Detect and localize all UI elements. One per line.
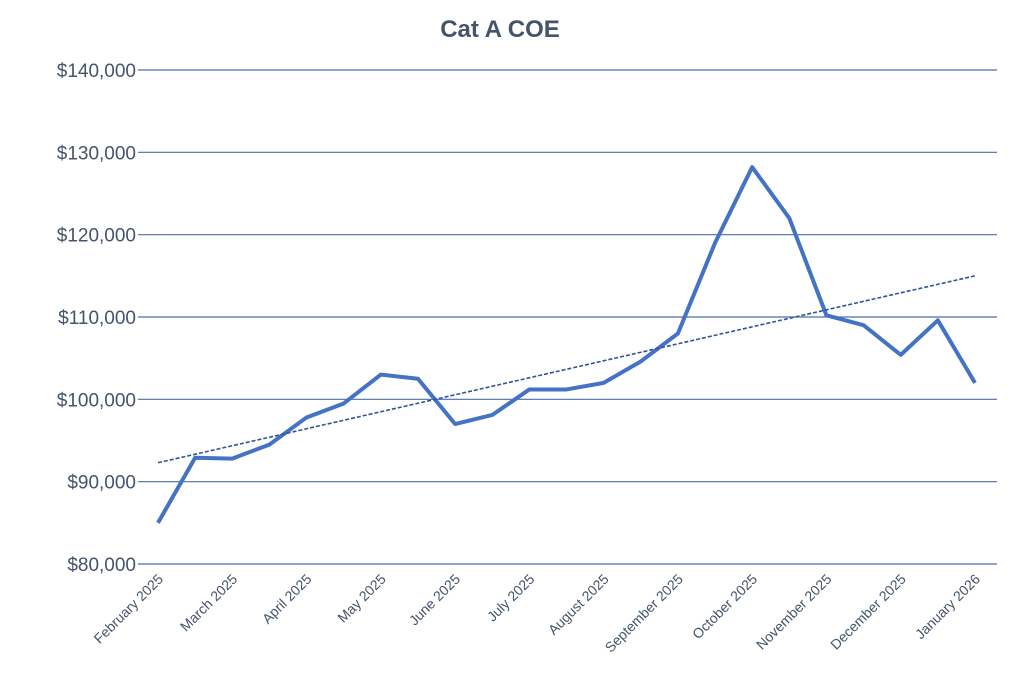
chart-title: Cat A COE (440, 16, 560, 43)
x-tick-label: May 2025 (334, 571, 389, 626)
y-tick-label: $100,000 (57, 390, 136, 411)
y-tick-label: $130,000 (57, 143, 136, 164)
x-tick-label: December 2025 (827, 571, 909, 653)
y-tick-label: $140,000 (57, 61, 136, 82)
x-tick-label: January 2026 (912, 571, 983, 642)
y-tick-label: $90,000 (67, 473, 136, 494)
y-tick-label: $110,000 (58, 308, 136, 329)
x-tick-label: November 2025 (753, 571, 835, 653)
x-tick-label: July 2025 (484, 571, 538, 625)
y-tick-label: $120,000 (57, 226, 136, 247)
y-tick-label: $80,000 (67, 555, 136, 576)
x-tick-label: September 2025 (602, 571, 687, 656)
x-tick-label: March 2025 (177, 571, 241, 635)
x-tick-label: February 2025 (90, 571, 166, 647)
x-tick-label: October 2025 (689, 571, 760, 642)
data-line (156, 165, 977, 524)
x-tick-label: August 2025 (545, 571, 612, 638)
trendline (157, 275, 976, 464)
x-tick-label: April 2025 (259, 571, 315, 627)
x-tick-label: June 2025 (406, 571, 464, 629)
